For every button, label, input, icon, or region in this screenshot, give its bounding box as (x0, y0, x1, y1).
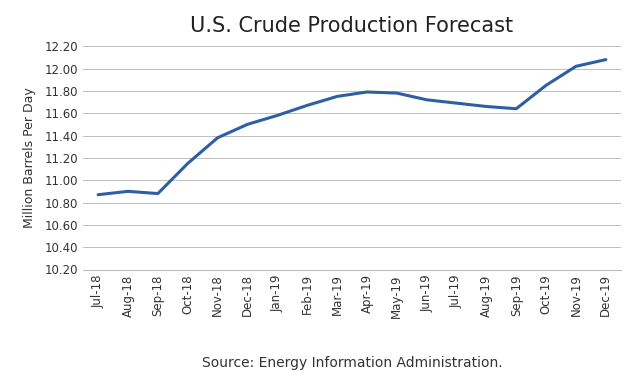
Text: Source: Energy Information Administration.: Source: Energy Information Administratio… (202, 356, 502, 370)
Y-axis label: Million Barrels Per Day: Million Barrels Per Day (24, 87, 36, 228)
Title: U.S. Crude Production Forecast: U.S. Crude Production Forecast (191, 16, 513, 36)
